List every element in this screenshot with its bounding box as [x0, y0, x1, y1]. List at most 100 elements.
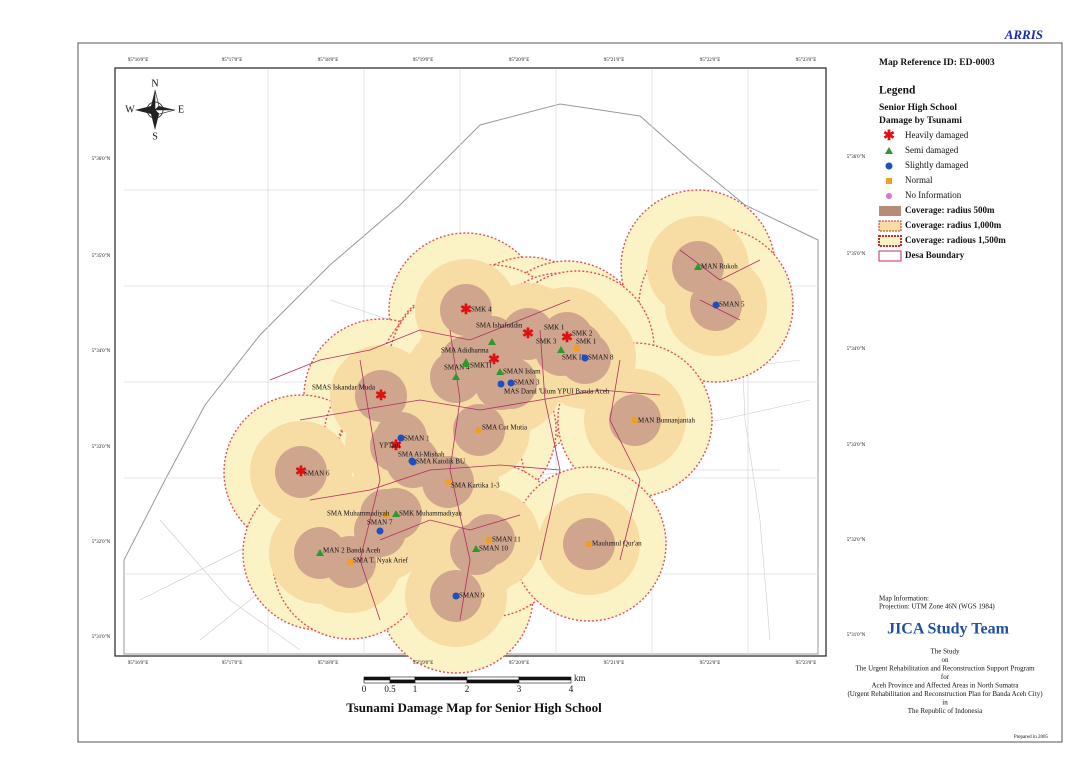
brand: ARRIS [1004, 27, 1043, 42]
school-label: SMA Ishafuddin [476, 322, 523, 330]
legend-subtitle: Senior High School [879, 103, 957, 113]
marker-semi [452, 373, 460, 380]
marker-heavy: ✱ [883, 129, 895, 144]
lat-label: 5°35'0"N [92, 254, 111, 259]
marker-normal [574, 345, 580, 351]
school-label: SMA T. Nyak Arief [353, 557, 409, 565]
frame [77, 42, 1063, 743]
lon-label: 95°16'0"E [128, 661, 149, 666]
marker-normal [632, 417, 638, 423]
scale-segment [466, 679, 520, 684]
lon-label: 95°18'0"E [318, 58, 339, 63]
school-label: SMAN 6 [304, 470, 330, 478]
coverage-500 [275, 446, 327, 498]
lon-label: 95°19'0"E [413, 58, 434, 63]
compass-ring [146, 101, 164, 119]
school-label: SMK 3 [536, 338, 557, 346]
lon-label: 95°20'0"E [509, 661, 530, 666]
school-label: SMA Kartika 1-3 [451, 482, 500, 490]
school-label: SMAN Islam [503, 368, 541, 376]
marker-slight [452, 592, 460, 600]
scale-label: 3 [517, 684, 522, 694]
school-label: SMAN 8 [588, 354, 614, 362]
legend-swatch [878, 250, 902, 262]
marker-semi [472, 545, 480, 552]
school-label: SMAS Iskandar Muda [312, 384, 376, 392]
map-area: ✱ SMK 4✱ SMK 1✱SMK 3 ✱ SMK 2✱SMAS Iskandar M… [123, 70, 819, 674]
legend-label: Semi damaged [905, 145, 959, 155]
legend-label: Coverage: radius 1,000m [905, 220, 1002, 230]
lat-label: 5°31'0"N [847, 633, 866, 638]
marker-heavy: ✱ [522, 327, 534, 342]
marker-semi [488, 338, 496, 345]
marker-heavy: ✱ [375, 389, 387, 404]
school-label: SMA Muhammadiyah [327, 510, 390, 518]
lat-label: 5°33'0"N [92, 445, 111, 450]
legend-label: Coverage: radious 1,500m [905, 235, 1006, 245]
marker-heavy: ✱ [561, 331, 573, 346]
legend-label: Desa Boundary [905, 250, 965, 260]
compass-s: S [152, 131, 158, 142]
marker-slight [507, 379, 515, 387]
legend-swatch [878, 220, 902, 232]
map-info: Projection: UTM Zone 46N (WGS 1984) [879, 603, 995, 611]
legend-label: Heavily damaged [905, 130, 969, 140]
lon-label: 95°23'0"E [796, 661, 817, 666]
marker-semi [392, 510, 400, 517]
lat-label: 5°36'0"N [92, 157, 111, 162]
lat-label: 5°33'0"N [847, 443, 866, 448]
study-line: for [941, 673, 950, 681]
marker-slight [497, 380, 505, 388]
legend-label: Normal [905, 175, 933, 185]
lon-label: 95°17'0"E [222, 58, 243, 63]
lon-label: 95°18'0"E [318, 661, 339, 666]
lon-label: 95°21'0"E [604, 58, 625, 63]
marker-slight [397, 434, 405, 442]
marker-heavy: ✱ [488, 353, 500, 368]
legend-label: No Information [905, 190, 962, 200]
compass-w: W [125, 104, 135, 115]
scale-unit: km [574, 673, 586, 683]
lat-label: 5°32'0"N [847, 538, 866, 543]
marker-slight [581, 354, 589, 362]
school-label: SMKTI [470, 362, 492, 370]
lat-label: 5°32'0"N [92, 540, 111, 545]
study-line: (Urgent Rehabilitation and Reconstructio… [847, 690, 1043, 698]
marker-normal [486, 537, 492, 543]
lon-label: 95°23'0"E [796, 58, 817, 63]
school-label: SMAN 3 [514, 379, 540, 387]
legend-label: Coverage: radius 500m [905, 205, 995, 215]
marker-normal [586, 541, 592, 547]
school-label: SMAN 4 [444, 364, 470, 372]
scale-segment [389, 676, 416, 681]
legend-group: Damage by Tsunami [879, 116, 962, 126]
compass-e: E [178, 104, 184, 115]
school-label: SMK 1 [544, 324, 565, 332]
compass-rose [154, 109, 176, 115]
study-line: The Urgent Rehabilitation and Reconstruc… [855, 665, 1035, 673]
school-label: SMK 1 [576, 338, 597, 346]
lon-label: 95°19'0"E [413, 661, 434, 666]
marker-slight [376, 527, 384, 535]
team: JICA Study Team [887, 621, 1009, 638]
scale-label: 2 [465, 684, 470, 694]
school-label: SMAN 10 [479, 545, 508, 553]
school-label: SMA Adidharma [441, 347, 490, 355]
scale-segment [414, 676, 468, 681]
marker-slight [885, 162, 893, 170]
school-label: MAS Darul 'Ulum YPUI Banda Aceh [504, 388, 610, 396]
school-label: SMAN 11 [492, 536, 521, 544]
school-label: SMAN 9 [459, 592, 485, 600]
school-label: SMA Katolik BU [416, 458, 465, 466]
scale-label: 0 [362, 684, 367, 694]
legend-swatch [878, 235, 902, 247]
compass-n: N [151, 78, 158, 89]
scale-segment [518, 679, 572, 684]
lon-label: 95°20'0"E [509, 58, 530, 63]
marker-heavy: ✱ [460, 303, 472, 318]
marker-semi [694, 263, 702, 270]
school-label: SMAN 1 [404, 435, 430, 443]
scale-segment [466, 676, 520, 681]
lon-label: 95°22'0"E [700, 661, 721, 666]
